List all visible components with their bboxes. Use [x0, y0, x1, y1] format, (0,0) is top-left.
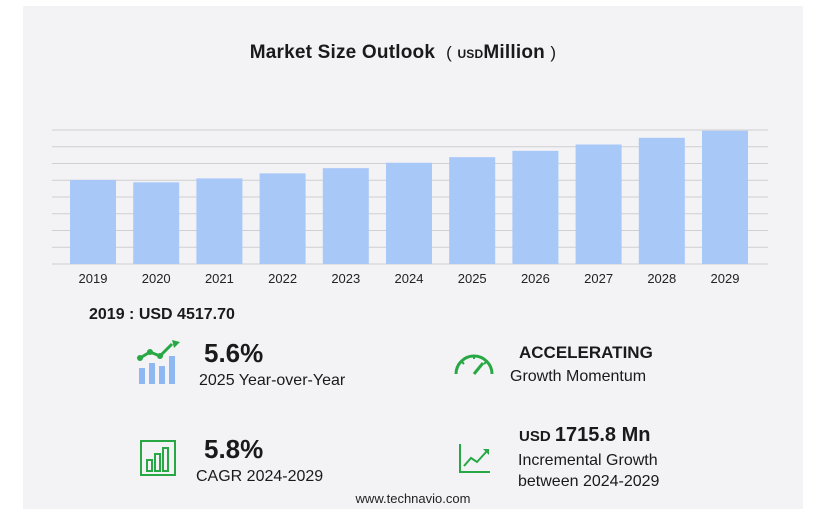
x-tick-label: 2026 — [521, 271, 550, 286]
cagr-value: 5.8% — [204, 434, 264, 464]
incremental-value: USD 1715.8 Mn — [519, 424, 650, 447]
bar-chart-icon — [140, 440, 176, 476]
x-tick-label: 2022 — [268, 271, 297, 286]
speedometer-icon — [454, 354, 494, 375]
title-text: Market Size Outlook — [249, 42, 436, 63]
growth-chart-icon — [137, 340, 180, 384]
unit-currency: USD — [457, 47, 484, 61]
x-tick-label: 2023 — [331, 271, 360, 286]
bar-2027 — [575, 144, 622, 264]
unit-open: ( — [446, 43, 452, 62]
x-tick-label: 2019 — [79, 271, 108, 286]
bar-2021 — [196, 178, 243, 264]
chart-title: Market Size Outlook ( USDMillion ) — [0, 42, 806, 64]
bar-2022 — [259, 173, 306, 264]
incremental-amount: 1715.8 Mn — [554, 424, 651, 446]
cagr-label: CAGR 2024-2029 — [196, 468, 324, 485]
bar-2028 — [638, 137, 685, 264]
incremental-label-2: between 2024-2029 — [518, 473, 660, 490]
bar-2020 — [133, 182, 180, 264]
incremental-currency: USD — [519, 428, 551, 445]
base-year-value: 2019 : USD 4517.70 — [89, 306, 235, 323]
bar-2026 — [512, 150, 559, 264]
bar-2029 — [702, 130, 748, 264]
bar-2023 — [322, 168, 369, 264]
x-tick-label: 2027 — [584, 271, 613, 286]
yoy-value: 5.6% — [204, 338, 264, 368]
incremental-label-1: Incremental Growth — [518, 452, 658, 469]
x-tick-label: 2025 — [458, 271, 487, 286]
bar-2019 — [70, 179, 116, 264]
momentum-value: ACCELERATING — [519, 343, 653, 362]
unit-close: ) — [550, 43, 557, 62]
bar-chart: 2019 2020 2021 2022 2023 2024 2025 2026 2027 2028… — [52, 129, 768, 286]
momentum-label: Growth Momentum — [510, 368, 647, 385]
x-tick-label: 2021 — [205, 271, 234, 286]
bar-2024 — [386, 162, 432, 264]
x-tick-label: 2029 — [711, 271, 740, 286]
yoy-label: 2025 Year-over-Year — [199, 372, 346, 389]
x-tick-label: 2028 — [647, 271, 676, 286]
x-tick-label: 2020 — [142, 271, 171, 286]
x-tick-label: 2024 — [395, 271, 424, 286]
trend-line-icon — [459, 444, 490, 473]
footer-site: www.technavio.com — [355, 491, 471, 506]
bar-2025 — [449, 157, 496, 264]
unit-word: Million — [483, 42, 545, 63]
